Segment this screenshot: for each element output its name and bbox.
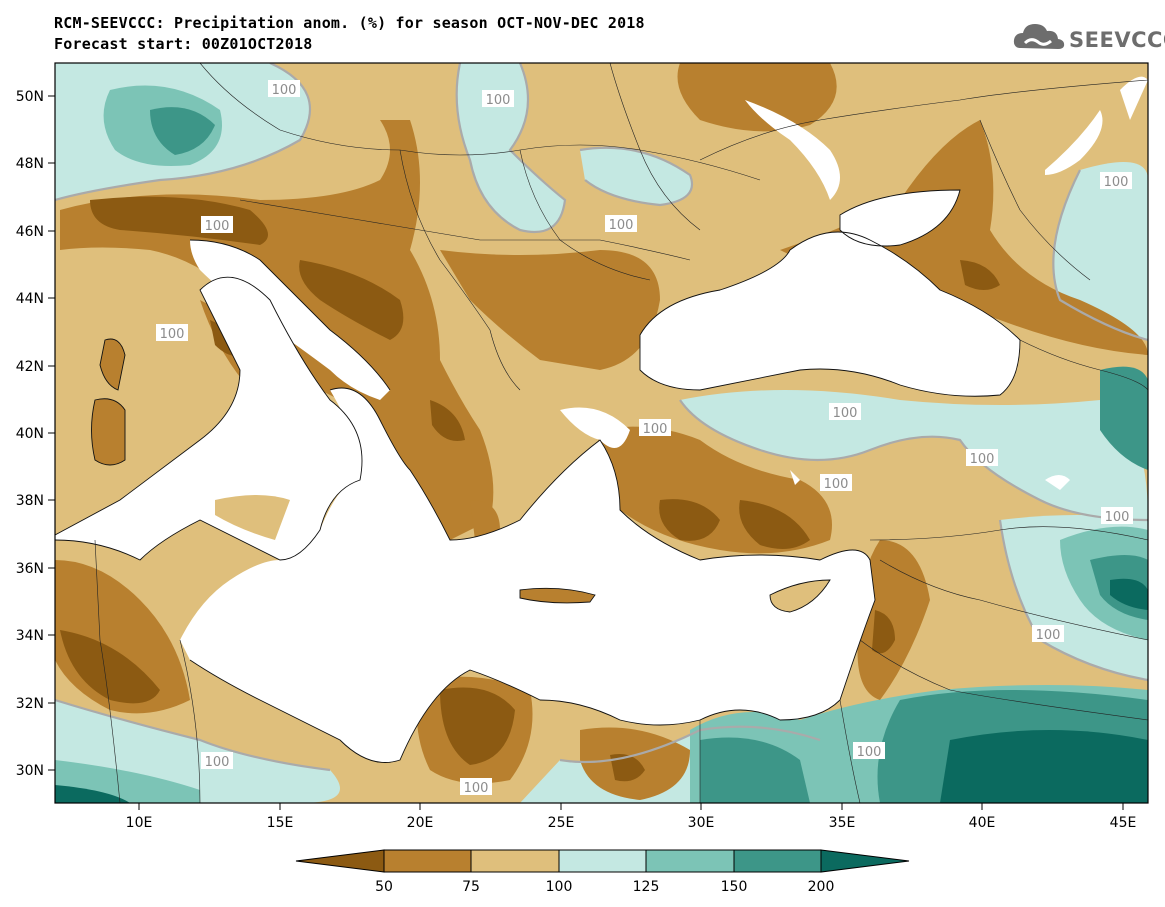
lon-tick-label: 35E xyxy=(829,815,856,831)
lat-tick-label: 34N xyxy=(16,628,44,644)
contour-label: 100 xyxy=(1036,628,1061,643)
colorbar: 50 75 100 125 150 200 xyxy=(295,849,910,895)
contour-label: 100 xyxy=(464,781,489,796)
seevccc-logo: SEEVCCC xyxy=(1011,18,1165,58)
contour-label: 100 xyxy=(609,218,634,233)
latitude-axis xyxy=(48,95,55,771)
contour-label: 100 xyxy=(160,327,185,342)
colorbar-segment xyxy=(558,849,647,873)
colorbar-label: 100 xyxy=(546,879,573,895)
colorbar-segment xyxy=(383,849,472,873)
lat-tick-label: 44N xyxy=(16,291,44,307)
colorbar-label: 50 xyxy=(375,879,393,895)
lat-tick-label: 40N xyxy=(16,426,44,442)
contour-label: 100 xyxy=(824,477,849,492)
longitude-axis xyxy=(138,803,1124,810)
contour-label: 100 xyxy=(833,406,858,421)
anomaly-field xyxy=(55,63,1148,803)
contour-label: 100 xyxy=(272,83,297,98)
longitude-labels: 10E 15E 20E 25E 30E 35E 40E 45E xyxy=(126,815,1137,831)
colorbar-label: 200 xyxy=(808,879,835,895)
lat-tick-label: 48N xyxy=(16,156,44,172)
lon-tick-label: 20E xyxy=(407,815,434,831)
lon-tick-label: 15E xyxy=(267,815,294,831)
lat-tick-label: 36N xyxy=(16,561,44,577)
lon-tick-label: 45E xyxy=(1110,815,1137,831)
forecast-start-subtitle: Forecast start: 00Z01OCT2018 xyxy=(54,35,313,53)
contour-label: 100 xyxy=(205,755,230,770)
contour-label: 100 xyxy=(205,219,230,234)
cloud-icon xyxy=(1013,24,1065,49)
lon-tick-label: 30E xyxy=(688,815,715,831)
contour-100-isolines xyxy=(55,63,1148,772)
lat-tick-label: 30N xyxy=(16,763,44,779)
logo-wordmark: SEEVCCC xyxy=(1069,28,1165,52)
lon-tick-label: 40E xyxy=(969,815,996,831)
colorbar-segment xyxy=(645,849,735,873)
map-title: RCM-SEEVCCC: Precipitation anom. (%) for… xyxy=(54,14,645,32)
lon-tick-label: 25E xyxy=(548,815,575,831)
lat-tick-label: 46N xyxy=(16,224,44,240)
contour-label: 100 xyxy=(1104,175,1129,190)
contour-label: 100 xyxy=(970,452,995,467)
contour-label: 100 xyxy=(1105,510,1130,525)
lon-tick-label: 10E xyxy=(126,815,153,831)
colorbar-segment xyxy=(733,849,822,873)
colorbar-segment xyxy=(470,849,560,873)
colorbar-label: 125 xyxy=(633,879,660,895)
colorbar-max-arrow xyxy=(820,849,910,873)
contour-labels: 100 100 100 100 100 100 100 100 100 100 … xyxy=(156,80,1133,796)
lat-tick-label: 32N xyxy=(16,696,44,712)
lat-tick-label: 38N xyxy=(16,493,44,509)
country-borders xyxy=(94,63,1148,803)
contour-label: 100 xyxy=(486,93,511,108)
contour-label: 100 xyxy=(643,422,668,437)
colorbar-label: 150 xyxy=(721,879,748,895)
colorbar-min-arrow xyxy=(295,849,385,873)
lat-tick-label: 50N xyxy=(16,89,44,105)
lat-tick-label: 42N xyxy=(16,359,44,375)
latitude-labels: 50N 48N 46N 44N 42N 40N 38N 36N 34N 32N … xyxy=(16,89,44,779)
colorbar-label: 75 xyxy=(462,879,480,895)
contour-label: 100 xyxy=(857,745,882,760)
